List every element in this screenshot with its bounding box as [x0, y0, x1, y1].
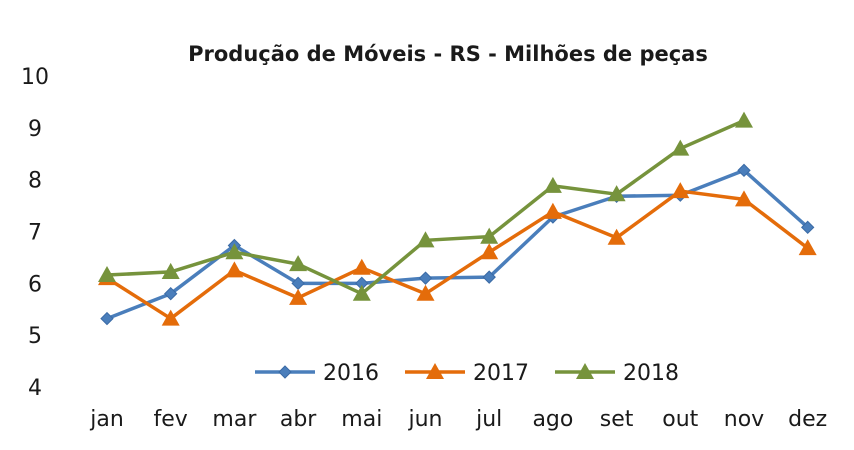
data-point: [98, 266, 116, 283]
legend-label: 2018: [623, 361, 679, 386]
x-tick-label: set: [600, 407, 634, 432]
data-point: [800, 220, 815, 235]
y-tick-label: 5: [28, 324, 42, 349]
data-point: [225, 261, 244, 278]
data-point: [100, 311, 114, 326]
legend-item: 2018: [555, 361, 679, 386]
data-point: [161, 309, 180, 326]
series-line: [106, 189, 809, 321]
x-tick-label: fev: [154, 407, 188, 432]
y-tick-label: 10: [21, 65, 49, 90]
data-point: [543, 176, 562, 193]
chart-title: Produção de Móveis - RS - Milhões de peç…: [188, 42, 708, 66]
x-tick-label: mar: [212, 407, 257, 432]
data-point: [737, 163, 751, 178]
legend-marker: [426, 363, 444, 380]
data-point: [480, 243, 499, 260]
y-tick-label: 6: [28, 272, 42, 297]
data-point: [543, 202, 562, 219]
x-tick-label: ago: [532, 407, 573, 432]
data-point: [482, 270, 496, 284]
data-point: [607, 185, 626, 202]
x-tick-label: jul: [475, 407, 502, 432]
legend-item: 2016: [255, 361, 379, 386]
data-point: [671, 182, 690, 199]
data-point: [225, 243, 244, 260]
y-axis-ticks: 4 5 6 7 8 9 10: [21, 65, 49, 401]
legend-marker: [576, 363, 594, 380]
series-2017: [98, 182, 817, 326]
data-point: [607, 228, 626, 245]
legend: 2016 2017 2018: [255, 361, 679, 386]
x-axis-ticks: jan fev mar abr mai jun jul ago set out nov dez: [89, 407, 827, 432]
data-point: [735, 190, 753, 207]
y-tick-label: 8: [28, 169, 42, 194]
legend-label: 2016: [323, 361, 379, 386]
data-point: [161, 262, 180, 279]
data-point: [480, 227, 499, 244]
y-tick-label: 9: [28, 117, 42, 142]
data-point: [289, 255, 308, 272]
data-point: [416, 231, 435, 248]
legend-label: 2017: [473, 361, 529, 386]
data-point: [163, 286, 178, 301]
series-lines: [98, 111, 817, 326]
x-tick-label: out: [662, 407, 698, 432]
data-point: [352, 284, 371, 301]
data-point: [418, 271, 433, 285]
x-tick-label: nov: [724, 407, 764, 432]
x-tick-label: jun: [408, 407, 443, 432]
x-tick-label: abr: [280, 407, 317, 432]
series-2016: [100, 163, 815, 326]
x-tick-label: mai: [341, 407, 382, 432]
data-point: [289, 288, 308, 305]
series-2018: [98, 111, 753, 301]
data-point: [416, 284, 435, 301]
data-point: [352, 258, 371, 275]
y-tick-label: 4: [28, 376, 42, 401]
x-tick-label: jan: [89, 407, 124, 432]
legend-item: 2017: [405, 361, 529, 386]
data-point: [671, 139, 690, 156]
data-point: [798, 239, 817, 256]
y-tick-label: 7: [28, 221, 42, 246]
data-point: [735, 111, 753, 128]
legend-marker: [278, 365, 292, 379]
x-tick-label: dez: [788, 407, 827, 432]
